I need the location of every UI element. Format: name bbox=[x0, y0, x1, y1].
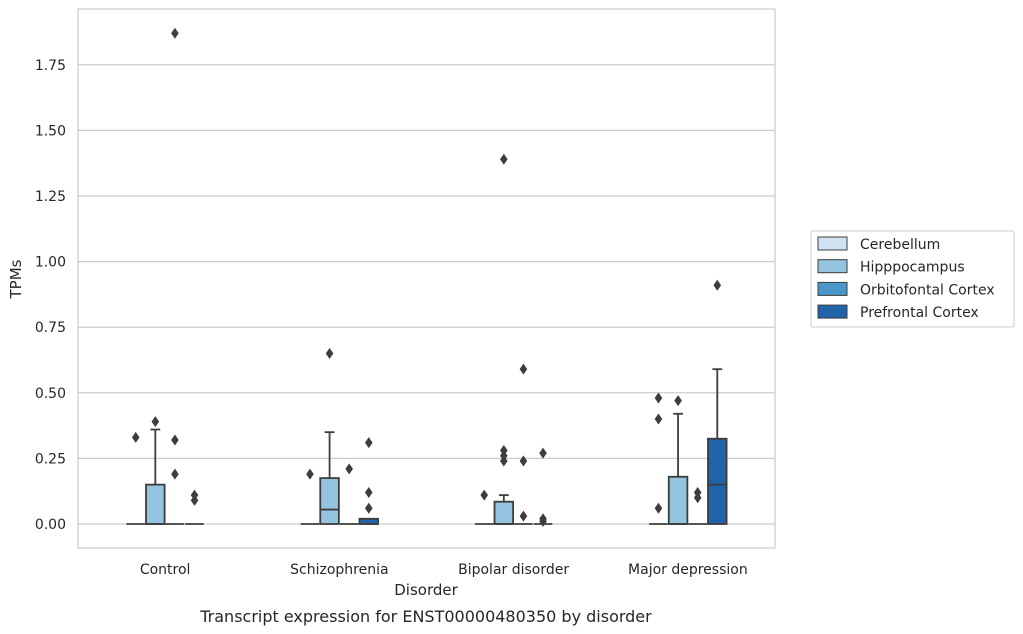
legend-swatch bbox=[817, 281, 848, 296]
outlier-point bbox=[713, 279, 722, 291]
outlier-point bbox=[480, 489, 489, 501]
outlier-point bbox=[693, 487, 702, 499]
outlier-point bbox=[325, 347, 334, 359]
outlier-point bbox=[500, 153, 508, 165]
outlier-point bbox=[519, 510, 528, 522]
outlier-point bbox=[151, 416, 160, 428]
outlier-point bbox=[539, 513, 547, 525]
y-tick-label: 0.25 bbox=[35, 451, 66, 467]
outlier-point bbox=[171, 27, 179, 39]
x-tick-label: Bipolar disorder bbox=[458, 562, 569, 578]
box-cerebellum bbox=[126, 431, 146, 525]
outlier-point bbox=[364, 502, 373, 514]
box-cerebellum bbox=[649, 392, 668, 525]
y-tick-labels: 0.00 0.25 0.50 0.75 1.00 1.25 1.50 1.75 bbox=[35, 58, 66, 533]
plot-frame bbox=[77, 8, 776, 549]
legend-swatch bbox=[817, 236, 848, 251]
box-cerebellum bbox=[474, 489, 494, 525]
box-orbitofontal-cortex bbox=[165, 27, 185, 525]
outlier-point bbox=[519, 455, 528, 467]
plot-background bbox=[78, 9, 775, 548]
y-tick-label: 1.00 bbox=[35, 255, 66, 271]
box-hipppocampus bbox=[319, 347, 340, 525]
y-tick-label: 1.25 bbox=[35, 189, 66, 205]
x-tick-label: Schizophrenia bbox=[290, 562, 388, 578]
legend-swatch bbox=[817, 304, 848, 319]
boxes bbox=[126, 27, 728, 527]
outlier-point bbox=[364, 487, 373, 499]
legend: Cerebellum Hipppocampus Orbitofontal Corte… bbox=[810, 230, 1015, 328]
box-prefrontal-cortex bbox=[533, 447, 553, 527]
box-body bbox=[319, 477, 340, 525]
legend-label: Cerebellum bbox=[860, 237, 940, 253]
outlier-point bbox=[519, 363, 528, 375]
box-hipppocampus bbox=[145, 416, 166, 525]
y-tick-label: 0.75 bbox=[35, 320, 66, 336]
outlier-point bbox=[345, 463, 353, 475]
outlier-point bbox=[131, 431, 140, 443]
box-orbitofontal-cortex bbox=[688, 487, 707, 525]
y-tick-label: 0.50 bbox=[35, 386, 66, 402]
box-cerebellum bbox=[300, 468, 320, 525]
box-body bbox=[493, 500, 515, 525]
outlier-point bbox=[364, 437, 373, 449]
gridlines bbox=[78, 64, 775, 525]
legend-label: Hipppocampus bbox=[860, 260, 965, 276]
legend-swatch bbox=[817, 259, 848, 274]
x-tick-label: Control bbox=[140, 562, 191, 578]
box-prefrontal-cortex bbox=[358, 437, 379, 525]
box-body bbox=[707, 437, 728, 525]
outlier-point bbox=[539, 447, 547, 459]
outlier-point bbox=[654, 413, 663, 425]
box-hipppocampus bbox=[493, 153, 515, 525]
box-orbitofontal-cortex bbox=[514, 363, 533, 525]
box-hipppocampus bbox=[667, 395, 689, 525]
outlier-point bbox=[171, 468, 179, 480]
outlier-point bbox=[654, 502, 663, 514]
outlier-point bbox=[306, 468, 314, 480]
legend-frame bbox=[810, 230, 1015, 328]
y-axis-label: TPMs bbox=[7, 259, 25, 299]
x-axis-label: Disorder bbox=[394, 581, 458, 599]
outlier-point bbox=[674, 395, 682, 407]
y-tick-label: 1.75 bbox=[35, 58, 66, 74]
box-body bbox=[145, 483, 166, 525]
chart-caption: Transcript expression for ENST0000048035… bbox=[199, 607, 652, 626]
box-prefrontal-cortex bbox=[707, 279, 728, 525]
y-tick-label: 0.00 bbox=[35, 517, 66, 533]
outlier-point bbox=[171, 434, 179, 446]
legend-label: Prefrontal Cortex bbox=[860, 305, 979, 321]
box-body bbox=[667, 475, 689, 525]
legend-label: Orbitofontal Cortex bbox=[860, 282, 995, 298]
x-tick-labels: Control Schizophrenia Bipolar disorder Majo… bbox=[140, 562, 748, 578]
box-prefrontal-cortex bbox=[185, 489, 204, 525]
outlier-point bbox=[190, 489, 199, 501]
outlier-point bbox=[500, 445, 508, 457]
y-tick-label: 1.50 bbox=[35, 123, 66, 139]
x-tick-label: Major depression bbox=[628, 562, 748, 578]
box-orbitofontal-cortex bbox=[339, 463, 359, 525]
outlier-point bbox=[654, 392, 663, 404]
